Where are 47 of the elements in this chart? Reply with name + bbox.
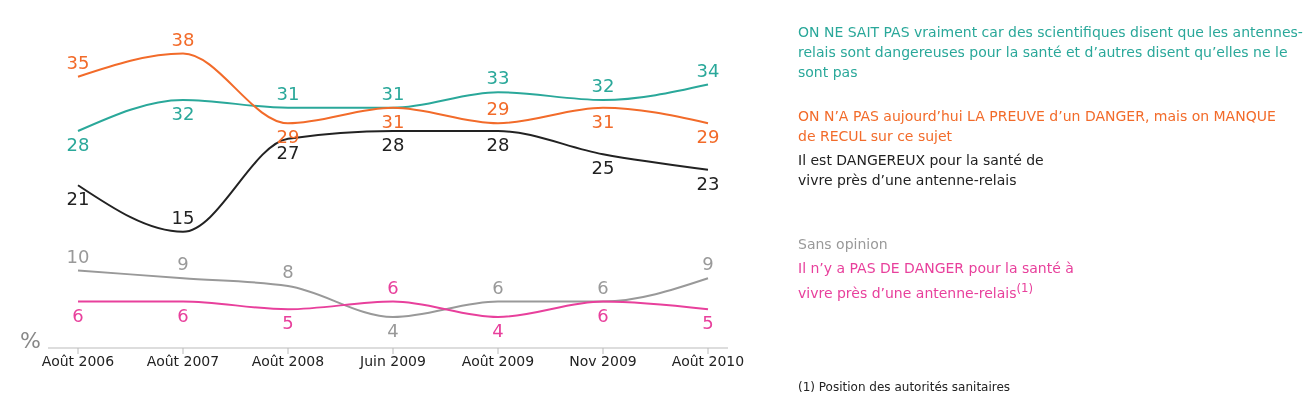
data-label: 4 [387, 320, 399, 341]
data-label: 9 [702, 253, 714, 275]
data-label: 33 [486, 67, 510, 89]
text: Sans opinion [798, 236, 888, 252]
data-label: 9 [177, 253, 189, 275]
data-label: 6 [597, 304, 609, 326]
data-label: 10 [66, 245, 90, 267]
text: ON N’A PAS aujourd’hui LA PREUVE d’un DANGER, mais on MANQUE de RECUL sur ce sujet [798, 108, 1276, 144]
data-label: 6 [492, 276, 504, 298]
text: % [20, 328, 41, 353]
data-label: 6 [177, 304, 189, 326]
data-label: 6 [72, 304, 84, 326]
data-label: 35 [66, 51, 90, 73]
data-label: 28 [381, 134, 405, 155]
x-tick-label: Août 2008 [251, 352, 325, 369]
data-label: 6 [597, 276, 609, 298]
data-label: 34 [696, 59, 720, 81]
data-label: 23 [696, 172, 720, 194]
x-tick-label: Août 2007 [146, 352, 220, 369]
data-label: 4 [492, 320, 504, 341]
data-label: 32 [171, 103, 195, 124]
x-tick-label: Nov 2009 [569, 352, 637, 369]
data-label: 6 [387, 276, 399, 298]
text: (1) Position des autorités sanitaires [798, 380, 1011, 394]
data-label: 5 [282, 312, 294, 334]
x-tick-label: Août 2010 [671, 352, 745, 369]
data-label: 38 [171, 28, 195, 50]
data-label: 21 [66, 188, 90, 210]
data-label: 25 [591, 157, 615, 179]
data-label: 31 [276, 82, 300, 104]
data-label: 28 [486, 134, 510, 155]
data-label: 8 [282, 261, 294, 282]
text: ON NE SAIT PAS vraiment car des scientifiques disent que les antennes-relais sont dangereuses pour la santé et d’autres disent qu’elles ne le sont pas [798, 24, 1303, 80]
x-tick-label: Août 2006 [41, 352, 115, 369]
data-label: 5 [702, 312, 714, 334]
data-label: 15 [171, 206, 195, 228]
text: Il est DANGEREUX pour la santé de vivre près d’une antenne-relais [798, 152, 1044, 188]
x-tick-label: Août 2009 [461, 352, 535, 369]
data-label: 29 [486, 98, 510, 120]
data-label: 31 [381, 110, 405, 132]
data-label: 32 [591, 75, 615, 96]
data-label: 31 [381, 82, 405, 104]
x-tick-label: Juin 2009 [359, 352, 426, 369]
data-label: 28 [66, 134, 90, 155]
data-label: 29 [696, 126, 720, 148]
text: Il n’y a PAS DE DANGER pour la santé à vivre près d’une antenne-relais$^{(1)}$ [798, 260, 1074, 301]
data-label: 31 [591, 110, 615, 132]
